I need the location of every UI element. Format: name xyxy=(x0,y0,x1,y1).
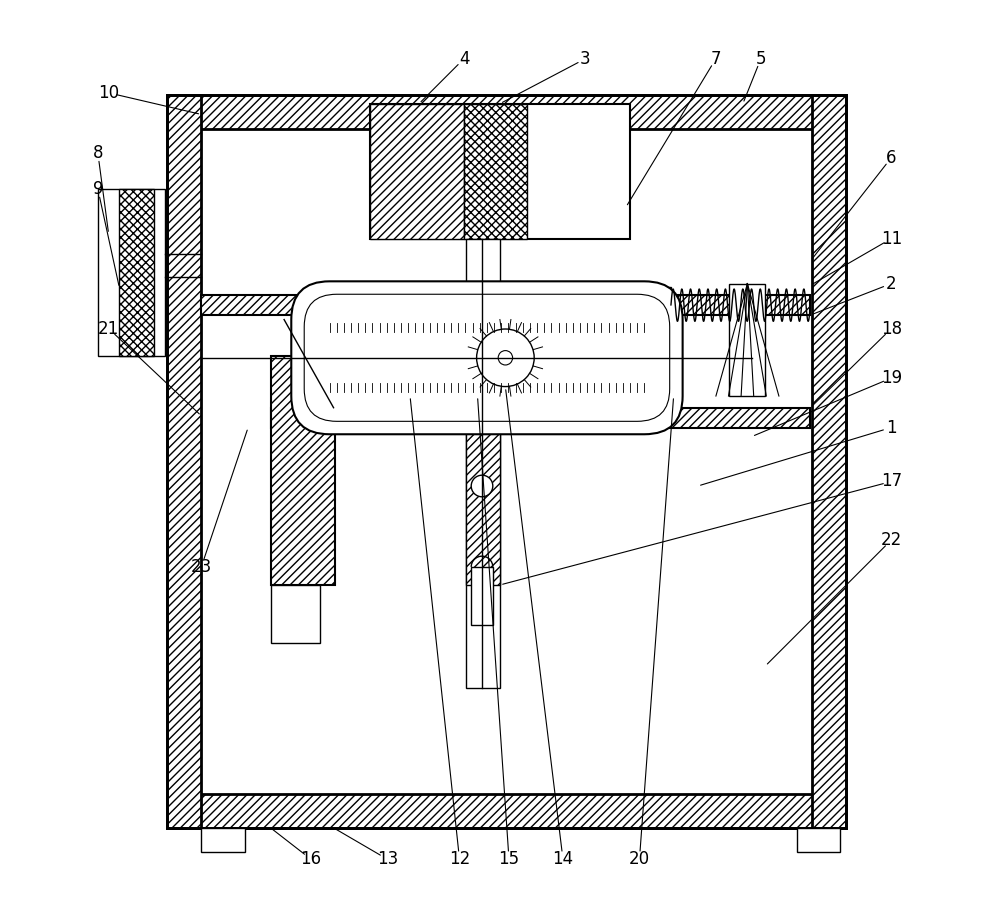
Circle shape xyxy=(471,476,493,497)
Bar xyxy=(119,189,154,355)
Text: 10: 10 xyxy=(98,84,119,102)
Text: 1: 1 xyxy=(886,419,897,437)
Text: 20: 20 xyxy=(629,850,650,868)
Text: 21: 21 xyxy=(98,319,119,338)
Circle shape xyxy=(498,351,513,365)
Text: 7: 7 xyxy=(711,50,721,68)
Bar xyxy=(466,239,500,688)
Bar xyxy=(648,287,671,323)
Bar xyxy=(167,794,846,828)
Bar xyxy=(98,189,165,355)
Text: 19: 19 xyxy=(881,369,902,387)
Circle shape xyxy=(477,329,534,386)
FancyBboxPatch shape xyxy=(291,281,683,434)
Text: 9: 9 xyxy=(93,180,103,198)
Bar xyxy=(201,296,810,315)
Bar xyxy=(271,408,810,428)
Bar xyxy=(797,828,840,852)
Text: 22: 22 xyxy=(881,531,902,549)
Bar xyxy=(167,95,846,129)
Bar xyxy=(464,104,527,239)
Bar xyxy=(167,95,201,828)
Text: 4: 4 xyxy=(459,50,469,68)
Bar xyxy=(370,104,630,239)
Bar xyxy=(201,828,245,852)
Text: 17: 17 xyxy=(881,473,902,490)
Bar xyxy=(471,567,493,625)
Text: 14: 14 xyxy=(552,850,574,868)
Bar xyxy=(271,355,335,585)
Text: 23: 23 xyxy=(191,558,212,576)
Bar xyxy=(729,284,765,396)
Bar xyxy=(370,104,464,239)
Bar xyxy=(271,585,320,644)
Text: 12: 12 xyxy=(449,850,470,868)
Text: 2: 2 xyxy=(886,274,897,293)
Text: 15: 15 xyxy=(498,850,520,868)
FancyBboxPatch shape xyxy=(304,295,670,421)
Bar xyxy=(588,408,642,428)
Bar xyxy=(167,95,846,828)
Text: 5: 5 xyxy=(756,50,766,68)
Text: 6: 6 xyxy=(886,149,897,167)
Text: 18: 18 xyxy=(881,319,902,338)
Text: 13: 13 xyxy=(377,850,398,868)
Bar xyxy=(466,414,500,585)
Text: 16: 16 xyxy=(301,850,322,868)
Text: 3: 3 xyxy=(580,50,591,68)
Text: 8: 8 xyxy=(93,144,103,162)
Text: 11: 11 xyxy=(881,230,902,248)
Bar xyxy=(812,95,846,828)
